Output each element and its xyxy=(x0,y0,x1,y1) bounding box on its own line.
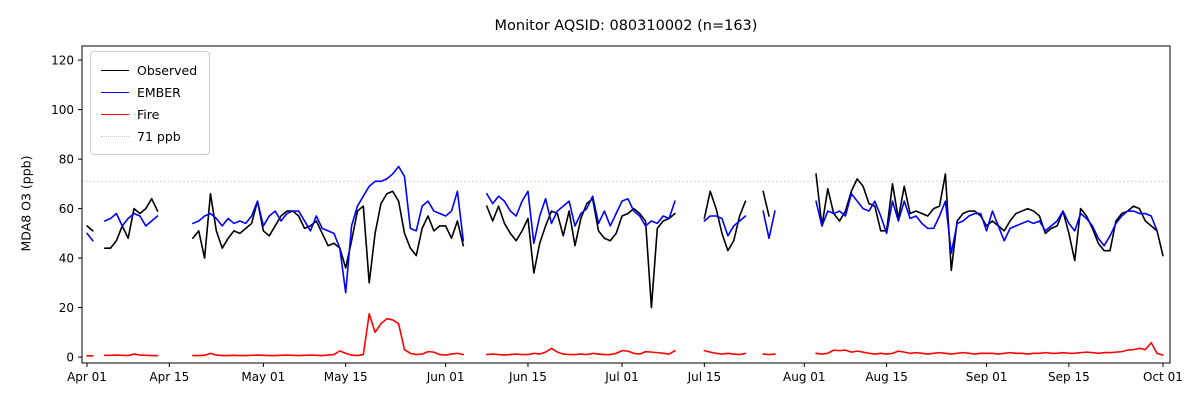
x-tick-label: Sep 15 xyxy=(1048,370,1090,384)
observed-line-sample xyxy=(101,69,129,71)
axes-spines xyxy=(81,45,1171,364)
y-tick-label: 60 xyxy=(59,202,74,216)
series-line-observed xyxy=(86,173,1164,309)
x-tick-label: Jun 01 xyxy=(426,370,465,384)
x-tick-label: Apr 15 xyxy=(149,370,189,384)
legend-item-fire: Fire xyxy=(101,103,197,125)
x-tick-label: Sep 01 xyxy=(966,370,1008,384)
legend-label-threshold: 71 ppb xyxy=(137,128,181,144)
y-tick-label: 80 xyxy=(59,152,74,166)
legend-item-threshold: 71 ppb xyxy=(101,125,197,147)
legend: Observed EMBER Fire 71 ppb xyxy=(90,51,211,155)
threshold-line-sample xyxy=(101,135,129,137)
y-tick-label: 0 xyxy=(66,350,74,364)
series-line-ember xyxy=(86,165,1158,294)
legend-item-observed: Observed xyxy=(101,59,197,81)
y-tick-label: 20 xyxy=(59,301,74,315)
x-tick-label: May 15 xyxy=(324,370,368,384)
y-tick-label: 120 xyxy=(51,53,74,67)
fire-line-sample xyxy=(101,113,129,115)
legend-item-ember: EMBER xyxy=(101,81,197,103)
x-tick-label: May 01 xyxy=(241,370,285,384)
x-tick-label: Oct 01 xyxy=(1143,370,1183,384)
x-tick-label: Jun 15 xyxy=(508,370,547,384)
x-tick-label: Aug 01 xyxy=(783,370,826,384)
chart-title: Monitor AQSID: 080310002 (n=163) xyxy=(494,18,758,34)
x-tick-label: Aug 15 xyxy=(865,370,908,384)
x-tick-label: Jul 01 xyxy=(604,370,639,384)
series-line-fire xyxy=(86,312,1164,357)
y-tick-label: 40 xyxy=(59,251,74,265)
legend-label-fire: Fire xyxy=(137,106,160,122)
x-tick-label: Apr 01 xyxy=(67,370,107,384)
legend-label-observed: Observed xyxy=(137,62,198,78)
x-tick-label: Jul 15 xyxy=(687,370,722,384)
ember-line-sample xyxy=(101,91,129,93)
y-axis-label: MDA8 O3 (ppb) xyxy=(18,155,34,252)
y-tick-label: 100 xyxy=(51,103,74,117)
legend-label-ember: EMBER xyxy=(137,84,181,100)
